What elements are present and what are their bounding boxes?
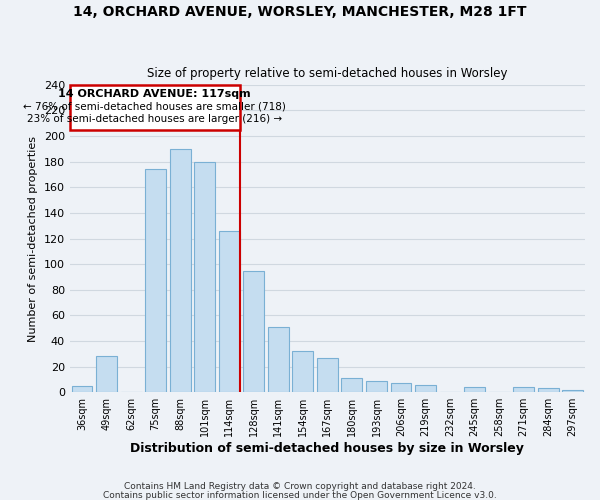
Bar xyxy=(145,170,166,392)
Text: ← 76% of semi-detached houses are smaller (718): ← 76% of semi-detached houses are smalle… xyxy=(23,102,286,112)
Bar xyxy=(219,231,239,392)
Bar xyxy=(194,162,215,392)
Text: 23% of semi-detached houses are larger (216) →: 23% of semi-detached houses are larger (… xyxy=(27,114,282,124)
Bar xyxy=(292,351,313,392)
Y-axis label: Number of semi-detached properties: Number of semi-detached properties xyxy=(28,136,38,342)
Text: Contains HM Land Registry data © Crown copyright and database right 2024.: Contains HM Land Registry data © Crown c… xyxy=(124,482,476,491)
Bar xyxy=(341,378,362,392)
Bar xyxy=(268,327,289,392)
Bar xyxy=(415,384,436,392)
Bar xyxy=(366,380,387,392)
Bar xyxy=(464,387,485,392)
Text: 14, ORCHARD AVENUE, WORSLEY, MANCHESTER, M28 1FT: 14, ORCHARD AVENUE, WORSLEY, MANCHESTER,… xyxy=(73,5,527,19)
X-axis label: Distribution of semi-detached houses by size in Worsley: Distribution of semi-detached houses by … xyxy=(130,442,524,455)
Bar xyxy=(391,383,412,392)
FancyBboxPatch shape xyxy=(70,85,239,130)
Bar xyxy=(513,387,534,392)
Bar xyxy=(71,386,92,392)
Bar xyxy=(96,356,117,392)
Text: Contains public sector information licensed under the Open Government Licence v3: Contains public sector information licen… xyxy=(103,490,497,500)
Text: 14 ORCHARD AVENUE: 117sqm: 14 ORCHARD AVENUE: 117sqm xyxy=(58,88,251,99)
Title: Size of property relative to semi-detached houses in Worsley: Size of property relative to semi-detach… xyxy=(147,66,508,80)
Bar xyxy=(562,390,583,392)
Bar xyxy=(244,270,264,392)
Bar xyxy=(538,388,559,392)
Bar xyxy=(170,149,191,392)
Bar xyxy=(317,358,338,392)
